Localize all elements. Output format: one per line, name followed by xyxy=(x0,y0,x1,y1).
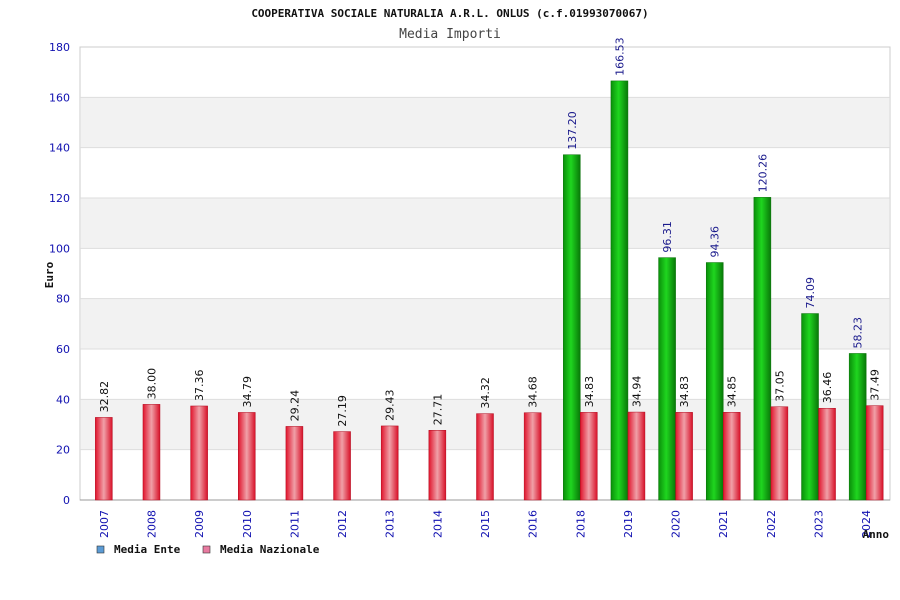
x-tick-label-2013: 2013 xyxy=(384,510,397,538)
data-label-media-ente-2021: 94.36 xyxy=(709,226,722,258)
data-label-media-nazionale-2022: 37.05 xyxy=(773,370,786,402)
x-tick-label-2018: 2018 xyxy=(574,510,587,538)
data-label-media-nazionale-2015: 34.32 xyxy=(479,377,492,409)
legend-swatch-media-ente xyxy=(96,545,105,554)
data-label-media-nazionale-2012: 27.19 xyxy=(336,395,349,427)
legend: Media Ente Media Nazionale xyxy=(96,543,320,556)
data-label-media-nazionale-2014: 27.71 xyxy=(431,394,444,426)
bar-media-nazionale-2009 xyxy=(190,405,208,501)
bars xyxy=(95,80,884,501)
x-tick-label-2010: 2010 xyxy=(241,510,254,538)
y-tick-label: 100 xyxy=(49,242,70,255)
grid-band xyxy=(81,97,889,148)
x-tick-label-2015: 2015 xyxy=(479,510,492,538)
y-tick-label: 140 xyxy=(49,142,70,155)
legend-label-media-ente: Media Ente xyxy=(114,543,181,556)
x-tick-label-2019: 2019 xyxy=(622,510,635,538)
data-label-media-ente-2022: 120.26 xyxy=(756,154,769,193)
bar-media-nazionale-2007 xyxy=(95,417,113,501)
x-tick-label-2016: 2016 xyxy=(527,510,540,538)
data-label-media-nazionale-2021: 34.85 xyxy=(726,376,739,408)
bar-media-ente-2024 xyxy=(848,353,867,501)
data-label-media-nazionale-2019: 34.94 xyxy=(630,376,643,408)
bar-media-ente-2018 xyxy=(563,154,581,501)
data-label-media-ente-2019: 166.53 xyxy=(613,37,626,76)
x-axis-ticks: 2007 2008 2009 2010 2011 2012 2013 2014 2015 2016… xyxy=(98,510,873,538)
data-label-media-nazionale-2009: 37.36 xyxy=(193,369,206,401)
data-label-media-nazionale-2024: 37.49 xyxy=(869,369,882,401)
x-tick-label-2024: 2024 xyxy=(860,510,873,538)
bar-media-ente-2019 xyxy=(610,80,629,501)
bar-media-ente-2022 xyxy=(753,197,772,501)
data-label-media-nazionale-2011: 29.24 xyxy=(288,390,301,422)
y-tick-label: 180 xyxy=(49,41,70,54)
x-tick-label-2007: 2007 xyxy=(98,510,111,538)
x-tick-label-2011: 2011 xyxy=(288,510,301,538)
legend-label-media-nazionale: Media Nazionale xyxy=(220,543,320,556)
data-label-media-ente-2020: 96.31 xyxy=(661,221,674,253)
y-axis-label: Euro xyxy=(43,261,56,288)
data-label-media-nazionale-2013: 29.43 xyxy=(384,389,397,421)
x-tick-label-2008: 2008 xyxy=(145,510,158,538)
data-label-media-nazionale-2020: 34.83 xyxy=(678,376,691,408)
y-tick-label: 80 xyxy=(56,293,70,306)
x-tick-label-2009: 2009 xyxy=(193,510,206,538)
bar-media-nazionale-2013 xyxy=(380,425,399,501)
bar-media-nazionale-2023 xyxy=(818,407,836,501)
data-label-media-nazionale-2010: 34.79 xyxy=(241,376,254,408)
bar-media-nazionale-2010 xyxy=(238,412,256,501)
bar-media-nazionale-2020 xyxy=(675,412,693,501)
y-tick-label: 20 xyxy=(56,444,70,457)
data-label-media-nazionale-2018: 34.83 xyxy=(583,376,596,408)
data-label-media-nazionale-2016: 34.68 xyxy=(527,376,540,408)
bar-media-nazionale-2021 xyxy=(722,412,741,501)
x-tick-label-2021: 2021 xyxy=(717,510,730,538)
y-tick-label: 40 xyxy=(56,393,70,406)
bar-media-nazionale-2022 xyxy=(770,406,789,501)
bar-media-nazionale-2019 xyxy=(627,411,646,501)
bar-media-ente-2021 xyxy=(705,262,724,501)
x-axis-label: Anno xyxy=(863,528,890,541)
bar-media-nazionale-2024 xyxy=(865,405,884,501)
data-label-media-nazionale-2023: 36.46 xyxy=(821,372,834,404)
bar-labels: 32.82 38.00 37.36 34.79 29.24 27.19 29.43 27.71… xyxy=(98,37,882,426)
x-tick-label-2022: 2022 xyxy=(765,510,778,538)
chart-title: COOPERATIVA SOCIALE NATURALIA A.R.L. ONL… xyxy=(251,7,648,20)
legend-swatch-media-nazionale xyxy=(202,545,211,554)
y-tick-label: 160 xyxy=(49,91,70,104)
data-label-media-ente-2024: 58.23 xyxy=(852,317,865,349)
x-tick-label-2023: 2023 xyxy=(813,510,826,538)
x-tick-label-2012: 2012 xyxy=(336,510,349,538)
bar-media-ente-2023 xyxy=(801,313,819,501)
y-tick-label: 60 xyxy=(56,343,70,356)
data-label-media-ente-2023: 74.09 xyxy=(804,277,817,309)
bar-media-nazionale-2015 xyxy=(476,413,494,501)
bar-media-nazionale-2011 xyxy=(285,426,304,501)
chart-subtitle: Media Importi xyxy=(399,27,501,42)
data-label-media-nazionale-2008: 38.00 xyxy=(145,368,158,400)
bar-media-ente-2020 xyxy=(658,257,676,501)
x-tick-label-2020: 2020 xyxy=(670,510,683,538)
bar-media-nazionale-2016 xyxy=(523,412,542,501)
data-label-media-ente-2018: 137.20 xyxy=(566,111,579,150)
bar-media-nazionale-2018 xyxy=(580,412,598,501)
x-tick-label-2014: 2014 xyxy=(431,510,444,538)
bar-media-nazionale-2008 xyxy=(142,404,161,501)
y-tick-label: 120 xyxy=(49,192,70,205)
bar-media-nazionale-2012 xyxy=(333,431,351,501)
data-label-media-nazionale-2007: 32.82 xyxy=(98,381,111,413)
y-tick-label: 0 xyxy=(63,494,70,507)
bar-media-nazionale-2014 xyxy=(428,430,447,501)
y-axis-ticks: 0 20 40 60 80 100 120 140 160 180 xyxy=(49,41,70,507)
